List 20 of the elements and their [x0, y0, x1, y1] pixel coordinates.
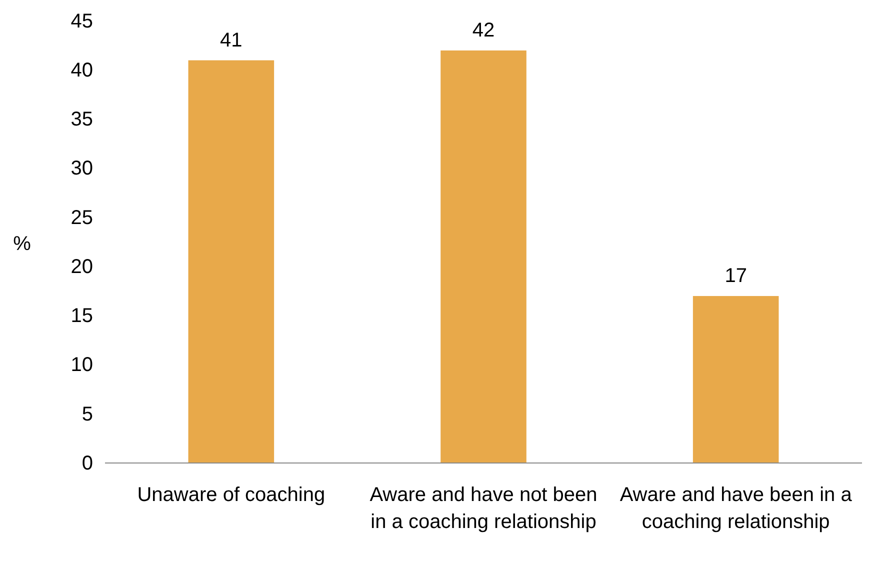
y-tick-label: 35: [70, 108, 93, 131]
y-tick-label: 10: [70, 354, 93, 376]
y-tick-label: 0: [82, 452, 93, 474]
bar: [188, 60, 274, 463]
x-tick-label: Aware and have been in a coaching relationship: [620, 484, 853, 533]
bar: [440, 50, 526, 463]
y-tick-label: 20: [70, 256, 93, 278]
y-tick-label: 40: [70, 60, 93, 82]
y-tick-label: 30: [70, 158, 93, 180]
data-label: 42: [472, 19, 495, 42]
y-tick-label: 15: [70, 305, 93, 328]
y-tick-label: 25: [70, 206, 93, 229]
x-tick-label: Aware and have not been in a coaching relationship: [370, 484, 598, 533]
data-label: 41: [220, 29, 242, 52]
y-tick-label: 5: [82, 403, 93, 426]
bar: [692, 296, 779, 463]
y-axis-title: %: [13, 233, 32, 255]
x-tick-label: Unaware of coaching: [137, 484, 326, 506]
data-label: 17: [724, 265, 747, 288]
y-tick-label: 45: [70, 10, 93, 32]
